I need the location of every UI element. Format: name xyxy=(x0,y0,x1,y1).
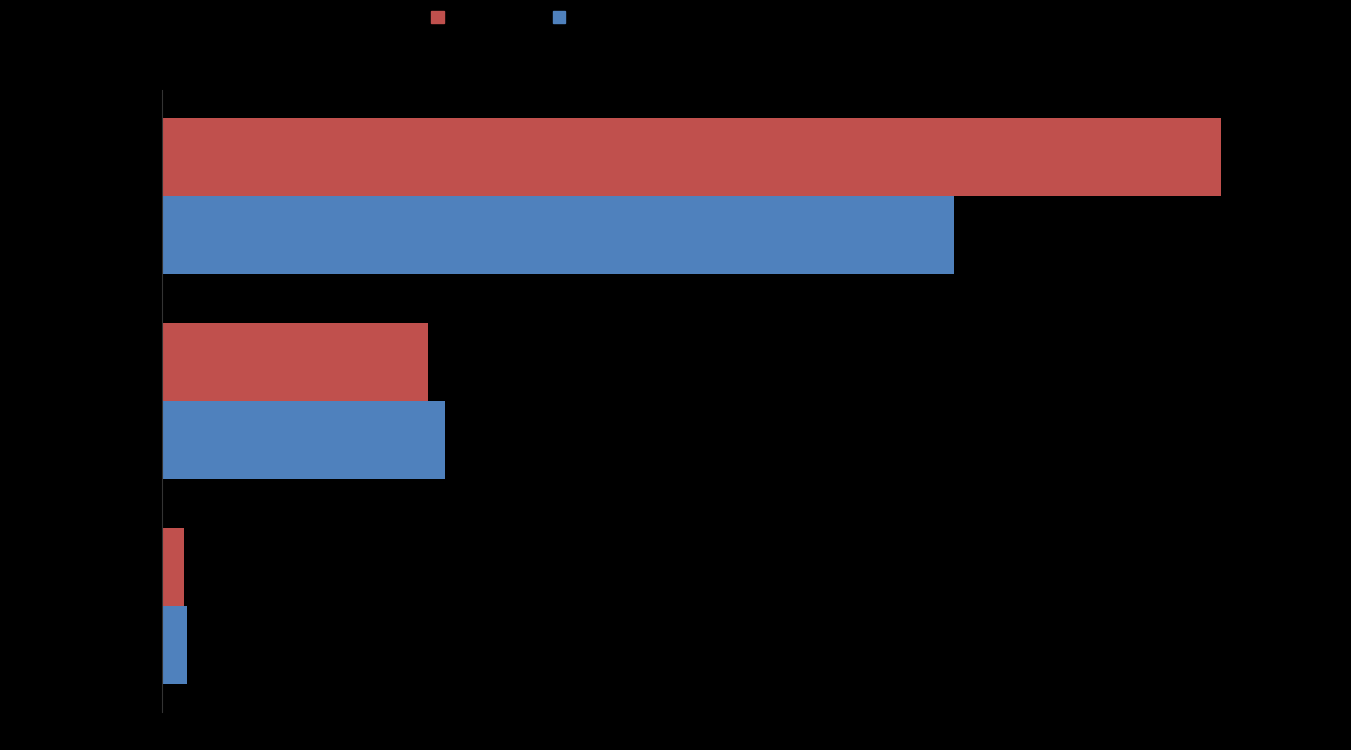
Bar xyxy=(162,323,428,401)
Bar xyxy=(162,528,184,606)
Bar xyxy=(162,401,444,479)
Bar xyxy=(162,606,186,684)
Legend: I sem 2015, I sem 2016: I sem 2015, I sem 2016 xyxy=(426,4,663,32)
Bar xyxy=(162,196,954,274)
Bar xyxy=(162,118,1221,196)
Title: Comparative situation: the total number of children leave in the hospital units,: Comparative situation: the total number … xyxy=(358,32,1128,74)
